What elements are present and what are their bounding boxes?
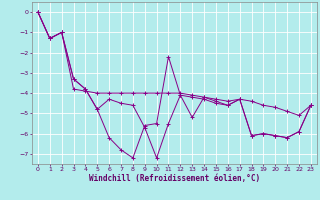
X-axis label: Windchill (Refroidissement éolien,°C): Windchill (Refroidissement éolien,°C) (89, 174, 260, 183)
